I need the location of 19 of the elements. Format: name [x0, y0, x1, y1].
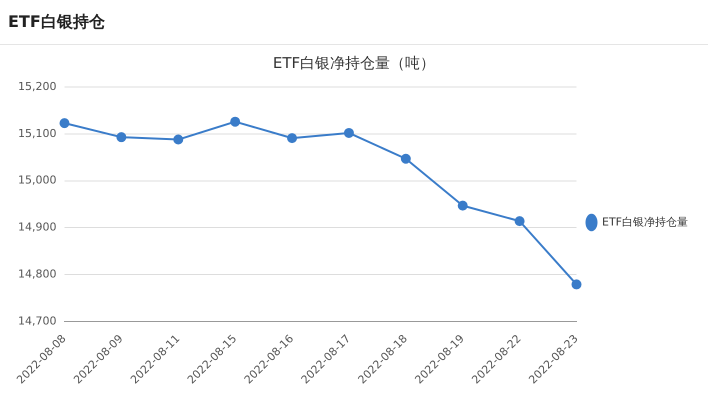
point [287, 133, 298, 144]
point [458, 200, 468, 211]
point [400, 154, 411, 164]
chart-subtitle: ETF白银净持仓量（吨） [272, 54, 436, 72]
point [173, 134, 184, 145]
legend-label: ETF白银净持仓量 [602, 215, 688, 228]
point [59, 118, 70, 128]
point [230, 116, 240, 127]
chart-title: ETF白银持仓 [0, 0, 708, 45]
y-tick-label: 15,100 [18, 126, 56, 140]
point [116, 132, 126, 142]
y-tick-label: 15,000 [18, 174, 56, 187]
point [344, 128, 354, 138]
y-tick-label: 14,800 [18, 267, 56, 280]
y-tick-label: 15,200 [18, 80, 56, 93]
point [572, 279, 582, 290]
y-tick-label: 14,700 [18, 314, 56, 328]
point [514, 216, 525, 226]
y-tick-label: 14,900 [18, 220, 56, 234]
